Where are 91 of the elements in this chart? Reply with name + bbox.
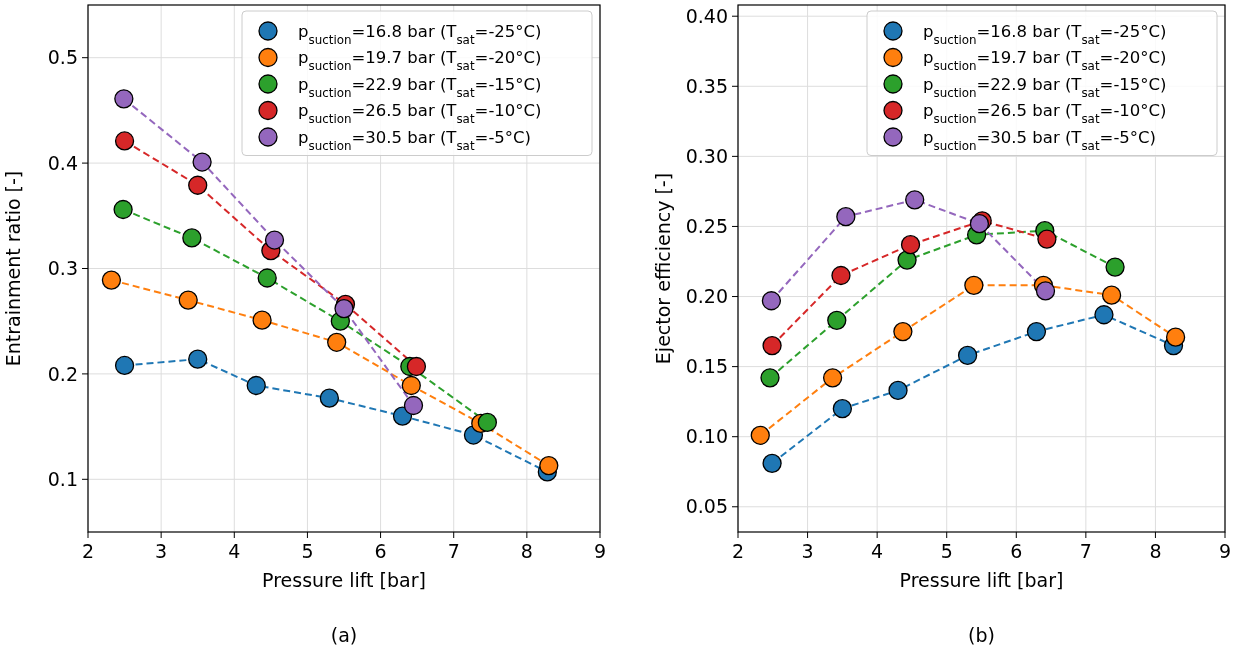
point (762, 453, 782, 473)
y-tick-label: 0.10 (685, 425, 728, 448)
y-tick-label: 0.2 (47, 362, 78, 385)
point (101, 270, 122, 290)
point (178, 290, 198, 310)
x-axis-title: Pressure lift [bar] (899, 569, 1064, 591)
point (477, 412, 498, 433)
point (1026, 321, 1047, 342)
y-tick-label: 0.30 (685, 145, 728, 168)
legend-label: p$_{suction}$=19.7 bar (T$_{sat}$=-20°C) (923, 48, 1167, 74)
point (114, 355, 135, 376)
point (1101, 285, 1122, 305)
x-tick-label: 9 (1218, 540, 1232, 562)
point (827, 310, 847, 331)
x-tick-label: 3 (801, 540, 814, 562)
y-tick-label: 0.05 (685, 495, 728, 518)
text: (b) (968, 624, 995, 646)
legend-label: p$_{suction}$=22.9 bar (T$_{sat}$=-15°C) (298, 74, 542, 100)
x-tick-label: 9 (593, 540, 607, 562)
point (762, 335, 782, 356)
y-tick-label: 0.20 (685, 285, 728, 308)
y-tick-label: 0.4 (47, 151, 78, 174)
point (822, 368, 843, 388)
y-tick-label: 0.40 (685, 4, 728, 27)
y-tick-label: 0.15 (685, 355, 728, 378)
point (957, 345, 978, 366)
point (257, 268, 277, 288)
point (897, 250, 917, 270)
point (760, 368, 780, 388)
point (1094, 305, 1114, 325)
point (188, 175, 208, 195)
point (1105, 257, 1125, 277)
x-tick-label: 4 (871, 540, 884, 562)
point (182, 228, 202, 248)
y-axis-title: Entrainment ratio [-] (2, 170, 24, 367)
point (893, 321, 913, 342)
point (836, 206, 856, 227)
point (252, 310, 272, 330)
point (264, 230, 285, 250)
legend-label: p$_{suction}$=30.5 bar (T$_{sat}$=-5°C) (923, 127, 1157, 153)
x-axis-title: Pressure lift [bar] (262, 569, 426, 591)
point (334, 298, 354, 319)
point (1037, 229, 1057, 249)
point (246, 375, 266, 396)
point (888, 380, 908, 401)
x-tick-label: 8 (1149, 540, 1162, 562)
legend-label: p$_{suction}$=26.5 bar (T$_{sat}$=-10°C) (923, 101, 1167, 127)
point (1165, 327, 1186, 347)
y-tick-label: 0.1 (47, 467, 78, 490)
x-tick-label: 8 (520, 540, 533, 562)
point (831, 265, 851, 286)
legend-label: p$_{suction}$=16.8 bar (T$_{sat}$=-25°C) (298, 21, 542, 47)
x-tick-label: 2 (81, 540, 95, 562)
point (406, 356, 427, 377)
point (900, 235, 921, 255)
legend-label: p$_{suction}$=30.5 bar (T$_{sat}$=-5°C) (298, 127, 532, 153)
y-tick-label: 0.5 (47, 46, 78, 69)
point (750, 425, 770, 445)
x-tick-label: 6 (374, 540, 387, 562)
y-axis-title: Ejector efficiency [-] (652, 172, 674, 365)
point (403, 395, 424, 416)
point (401, 375, 421, 396)
text: (a) (330, 624, 358, 646)
x-tick-label: 5 (940, 540, 953, 562)
x-tick-label: 6 (1010, 540, 1023, 562)
point (114, 89, 134, 109)
legend-label: p$_{suction}$=16.8 bar (T$_{sat}$=-25°C) (923, 21, 1167, 47)
x-tick-label: 5 (301, 540, 314, 562)
point (539, 455, 559, 476)
point (832, 399, 853, 419)
x-tick-label: 7 (1079, 540, 1092, 562)
x-tick-label: 3 (155, 540, 168, 562)
point (319, 388, 340, 408)
point (113, 199, 133, 220)
legend-label: p$_{suction}$=26.5 bar (T$_{sat}$=-10°C) (298, 101, 542, 127)
point (192, 152, 212, 172)
point (1035, 281, 1056, 301)
point (188, 349, 208, 369)
y-tick-label: 0.35 (685, 74, 728, 97)
legend-label: p$_{suction}$=22.9 bar (T$_{sat}$=-15°C) (923, 74, 1167, 100)
x-tick-label: 2 (731, 540, 745, 562)
point (905, 190, 925, 210)
point (114, 131, 135, 151)
x-tick-label: 4 (228, 540, 241, 562)
y-tick-label: 0.25 (685, 215, 728, 238)
y-tick-label: 0.3 (47, 257, 78, 280)
point (327, 332, 347, 352)
x-tick-label: 7 (447, 540, 460, 562)
point (964, 275, 984, 295)
point (761, 291, 782, 311)
legend-label: p$_{suction}$=19.7 bar (T$_{sat}$=-20°C) (298, 48, 542, 74)
